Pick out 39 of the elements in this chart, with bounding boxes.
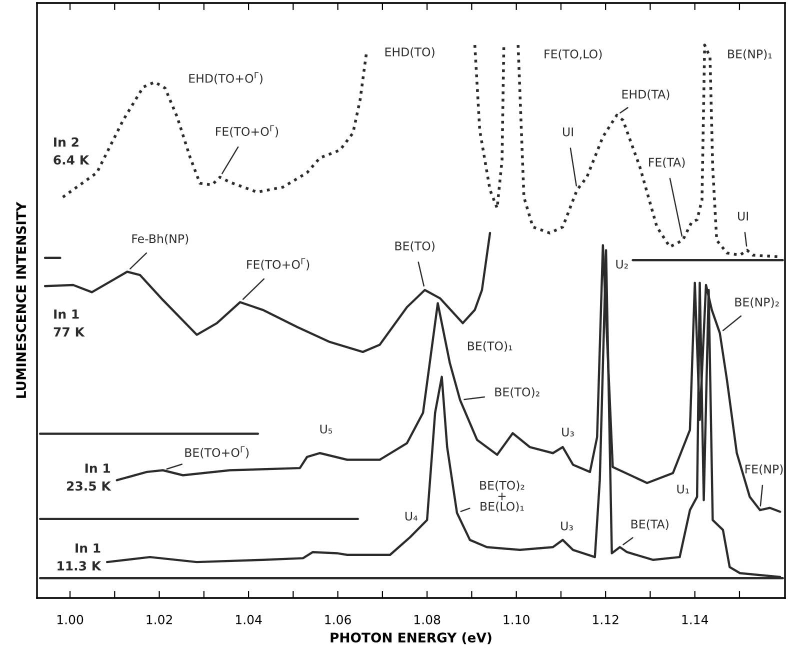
annotation: FE(TA) [649,158,685,168]
series-label: In 2 6.4 K [54,137,90,165]
series-label: In 1 23.5 K [67,464,112,491]
annotation: BE(TA) [631,519,668,530]
annotation: U₁ [677,484,689,494]
annotation: UI [738,212,748,221]
annotation: U₃ [561,522,573,530]
annotation: BE(NP)₂ [735,297,779,308]
annotation: BE(TO+O$^{Γ}$) [185,446,249,458]
annotation: Fe-Bh(NP) [132,234,188,245]
x-tick-label: 1.12 [593,614,618,624]
annotation: U₅ [320,424,332,434]
annotation: EHD(TA) [622,90,670,100]
x-tick-label: 1.04 [236,614,262,624]
annotation: BE(TO)₁ [468,341,512,352]
x-tick-label: 1.10 [504,614,530,624]
annotation: U₄ [405,512,418,521]
annotation: U₃ [562,428,574,436]
annotation: BE(TO)₂ [495,387,540,398]
x-tick-label: 1.08 [414,614,440,624]
series-label: In 1 77 K [54,310,85,336]
x-tick-label: 1.02 [146,614,172,624]
annotation: UI [562,128,573,136]
annotation: BE(TO)₂ + BE(LO)₁ [480,480,524,512]
x-tick-label: 1.14 [682,615,708,624]
annotation: FE(TO+O$^{Γ}$) [216,125,278,138]
y-axis-title: LUMINESCENCE INTENSITY [16,202,26,398]
series-label: In 1 11.3 K [58,543,102,571]
annotation: FE(TO,LO) [544,49,602,60]
annotation: BE(NP)₁ [728,49,772,60]
annotation: FE(NP) [745,464,783,475]
annotation: EHD(TO) [385,47,434,58]
annotation: FE(TO+O$^{Γ}$) [247,258,310,270]
annotation: U₂ [616,260,628,269]
annotation: EHD(TO+O$^{Γ}$) [189,72,262,84]
annotation: BE(TO) [395,241,434,252]
x-tick-label: 1.06 [325,614,351,624]
x-tick-label: 1.00 [57,614,84,624]
x-axis-title: PHOTON ENERGY (eV) [330,632,492,644]
